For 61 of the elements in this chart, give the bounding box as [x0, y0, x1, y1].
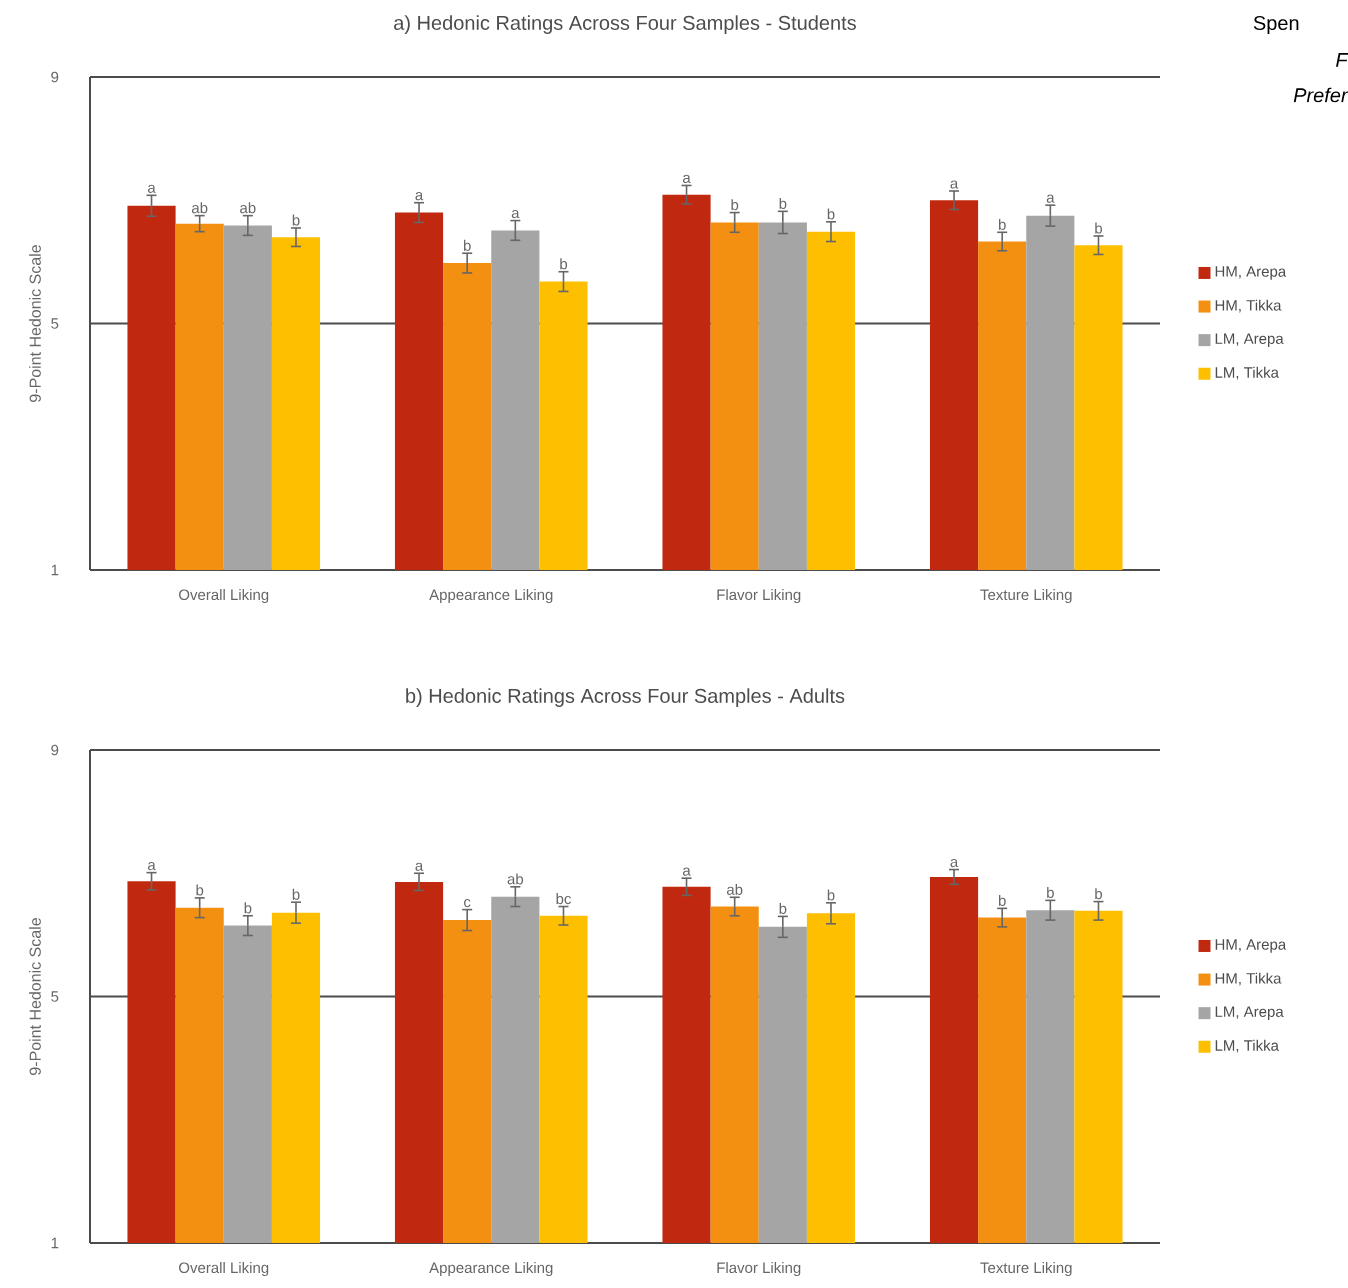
data-label: b: [196, 884, 204, 896]
x-tick-label: Overall Liking: [179, 589, 269, 604]
text: Prefer: [1293, 87, 1348, 103]
y-axis-title: 9-Point Hedonic Scale: [29, 918, 41, 1075]
y-tick-label: 1: [51, 564, 59, 576]
legend-label: HM, Arepa: [1215, 266, 1287, 280]
data-label: b: [731, 199, 739, 211]
legend-label: LM, Tikka: [1215, 366, 1279, 380]
data-label: ab: [191, 202, 208, 214]
chart-title: a) Hedonic Ratings Across Four Samples - Students: [394, 15, 856, 34]
data-label: b: [1047, 886, 1054, 898]
x-tick-label: Appearance Liking: [429, 1262, 553, 1277]
legend-label: LM, Tikka: [1215, 1039, 1279, 1053]
y-axis-title: 9-Point Hedonic Scale: [29, 245, 41, 402]
data-label: b: [998, 894, 1006, 906]
data-label: a: [1046, 194, 1055, 203]
data-label: b: [779, 197, 787, 209]
data-label: ab: [726, 883, 743, 895]
data-label: a: [415, 862, 424, 871]
chart-title: b) Hedonic Ratings Across Four Samples - Adults: [406, 688, 845, 707]
data-label: a: [682, 867, 691, 876]
data-label: c: [464, 899, 471, 908]
data-label: a: [950, 180, 959, 189]
data-label: bc: [556, 893, 571, 905]
data-label: ab: [507, 873, 524, 885]
legend-label: LM, Arepa: [1215, 1006, 1284, 1020]
data-label: b: [1095, 222, 1103, 234]
data-label: a: [147, 862, 156, 871]
y-tick-label: 1: [51, 1237, 59, 1249]
data-label: ab: [240, 202, 256, 214]
text: Spen: [1253, 15, 1299, 35]
data-label: b: [292, 214, 300, 226]
data-label: a: [511, 209, 520, 219]
data-label: b: [292, 888, 300, 900]
data-label: b: [244, 902, 252, 914]
legend-label: HM, Tikka: [1215, 299, 1282, 313]
text: F: [1336, 53, 1348, 67]
legend-label: HM, Tikka: [1215, 972, 1282, 986]
x-tick-label: Overall Liking: [179, 1262, 269, 1277]
x-tick-label: Texture Liking: [980, 589, 1072, 604]
data-label: a: [950, 858, 959, 868]
y-tick-label: 9: [51, 744, 59, 756]
data-label: b: [779, 902, 787, 914]
x-tick-label: Flavor Liking: [717, 589, 801, 604]
y-tick-label: 9: [51, 71, 59, 83]
data-label: b: [1095, 888, 1103, 900]
data-label: a: [415, 192, 424, 201]
legend-label: HM, Arepa: [1215, 939, 1287, 953]
x-tick-label: Appearance Liking: [429, 589, 553, 604]
data-label: b: [827, 889, 835, 901]
x-tick-label: Flavor Liking: [717, 1262, 801, 1277]
data-label: b: [998, 218, 1006, 230]
data-label: b: [463, 239, 471, 251]
y-tick-label: 5: [51, 991, 59, 1002]
data-label: b: [560, 258, 568, 270]
legend-label: LM, Arepa: [1215, 333, 1284, 347]
data-label: a: [682, 174, 691, 184]
data-label: a: [147, 184, 156, 193]
x-tick-label: Texture Liking: [980, 1262, 1072, 1277]
data-label: b: [827, 208, 835, 220]
y-tick-label: 5: [51, 318, 59, 329]
